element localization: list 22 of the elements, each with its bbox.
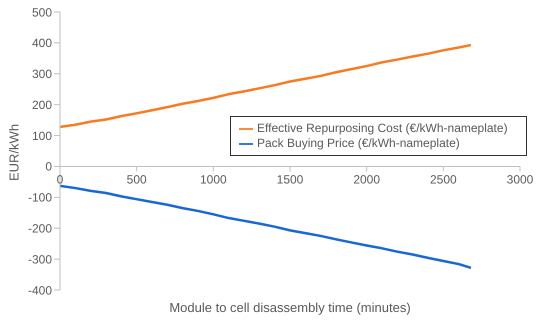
y-tick-label: -100 xyxy=(28,190,52,205)
x-axis-title: Module to cell disassembly time (minutes) xyxy=(169,300,411,315)
y-tick-label: 400 xyxy=(32,36,52,50)
x-tick-label: 2500 xyxy=(430,172,458,186)
y-tick-label: 300 xyxy=(32,67,52,82)
y-tick-label: 100 xyxy=(32,128,52,143)
x-tick-label: 1500 xyxy=(276,172,304,186)
x-tick-label: 2000 xyxy=(353,172,380,186)
x-tick-label: 1000 xyxy=(200,172,228,186)
y-tick-label: 500 xyxy=(32,5,52,20)
y-tick-label: -400 xyxy=(28,283,52,298)
x-tick-label: 3000 xyxy=(506,172,534,186)
y-tick-label: 200 xyxy=(32,98,52,112)
legend-label: Effective Repurposing Cost (€/kWh-nameplate) xyxy=(257,121,508,135)
line-series xyxy=(60,184,472,270)
x-tick-label: 0 xyxy=(56,172,64,186)
y-tick-label: -300 xyxy=(28,252,52,266)
y-tick-label: 0 xyxy=(45,160,52,174)
y-tick-label: -200 xyxy=(28,221,52,236)
y-axis-title: EUR/kWh xyxy=(6,124,22,181)
legend-label: Pack Buying Price (€/kWh-nameplate) xyxy=(257,136,460,150)
x-tick-label: 500 xyxy=(126,172,147,186)
